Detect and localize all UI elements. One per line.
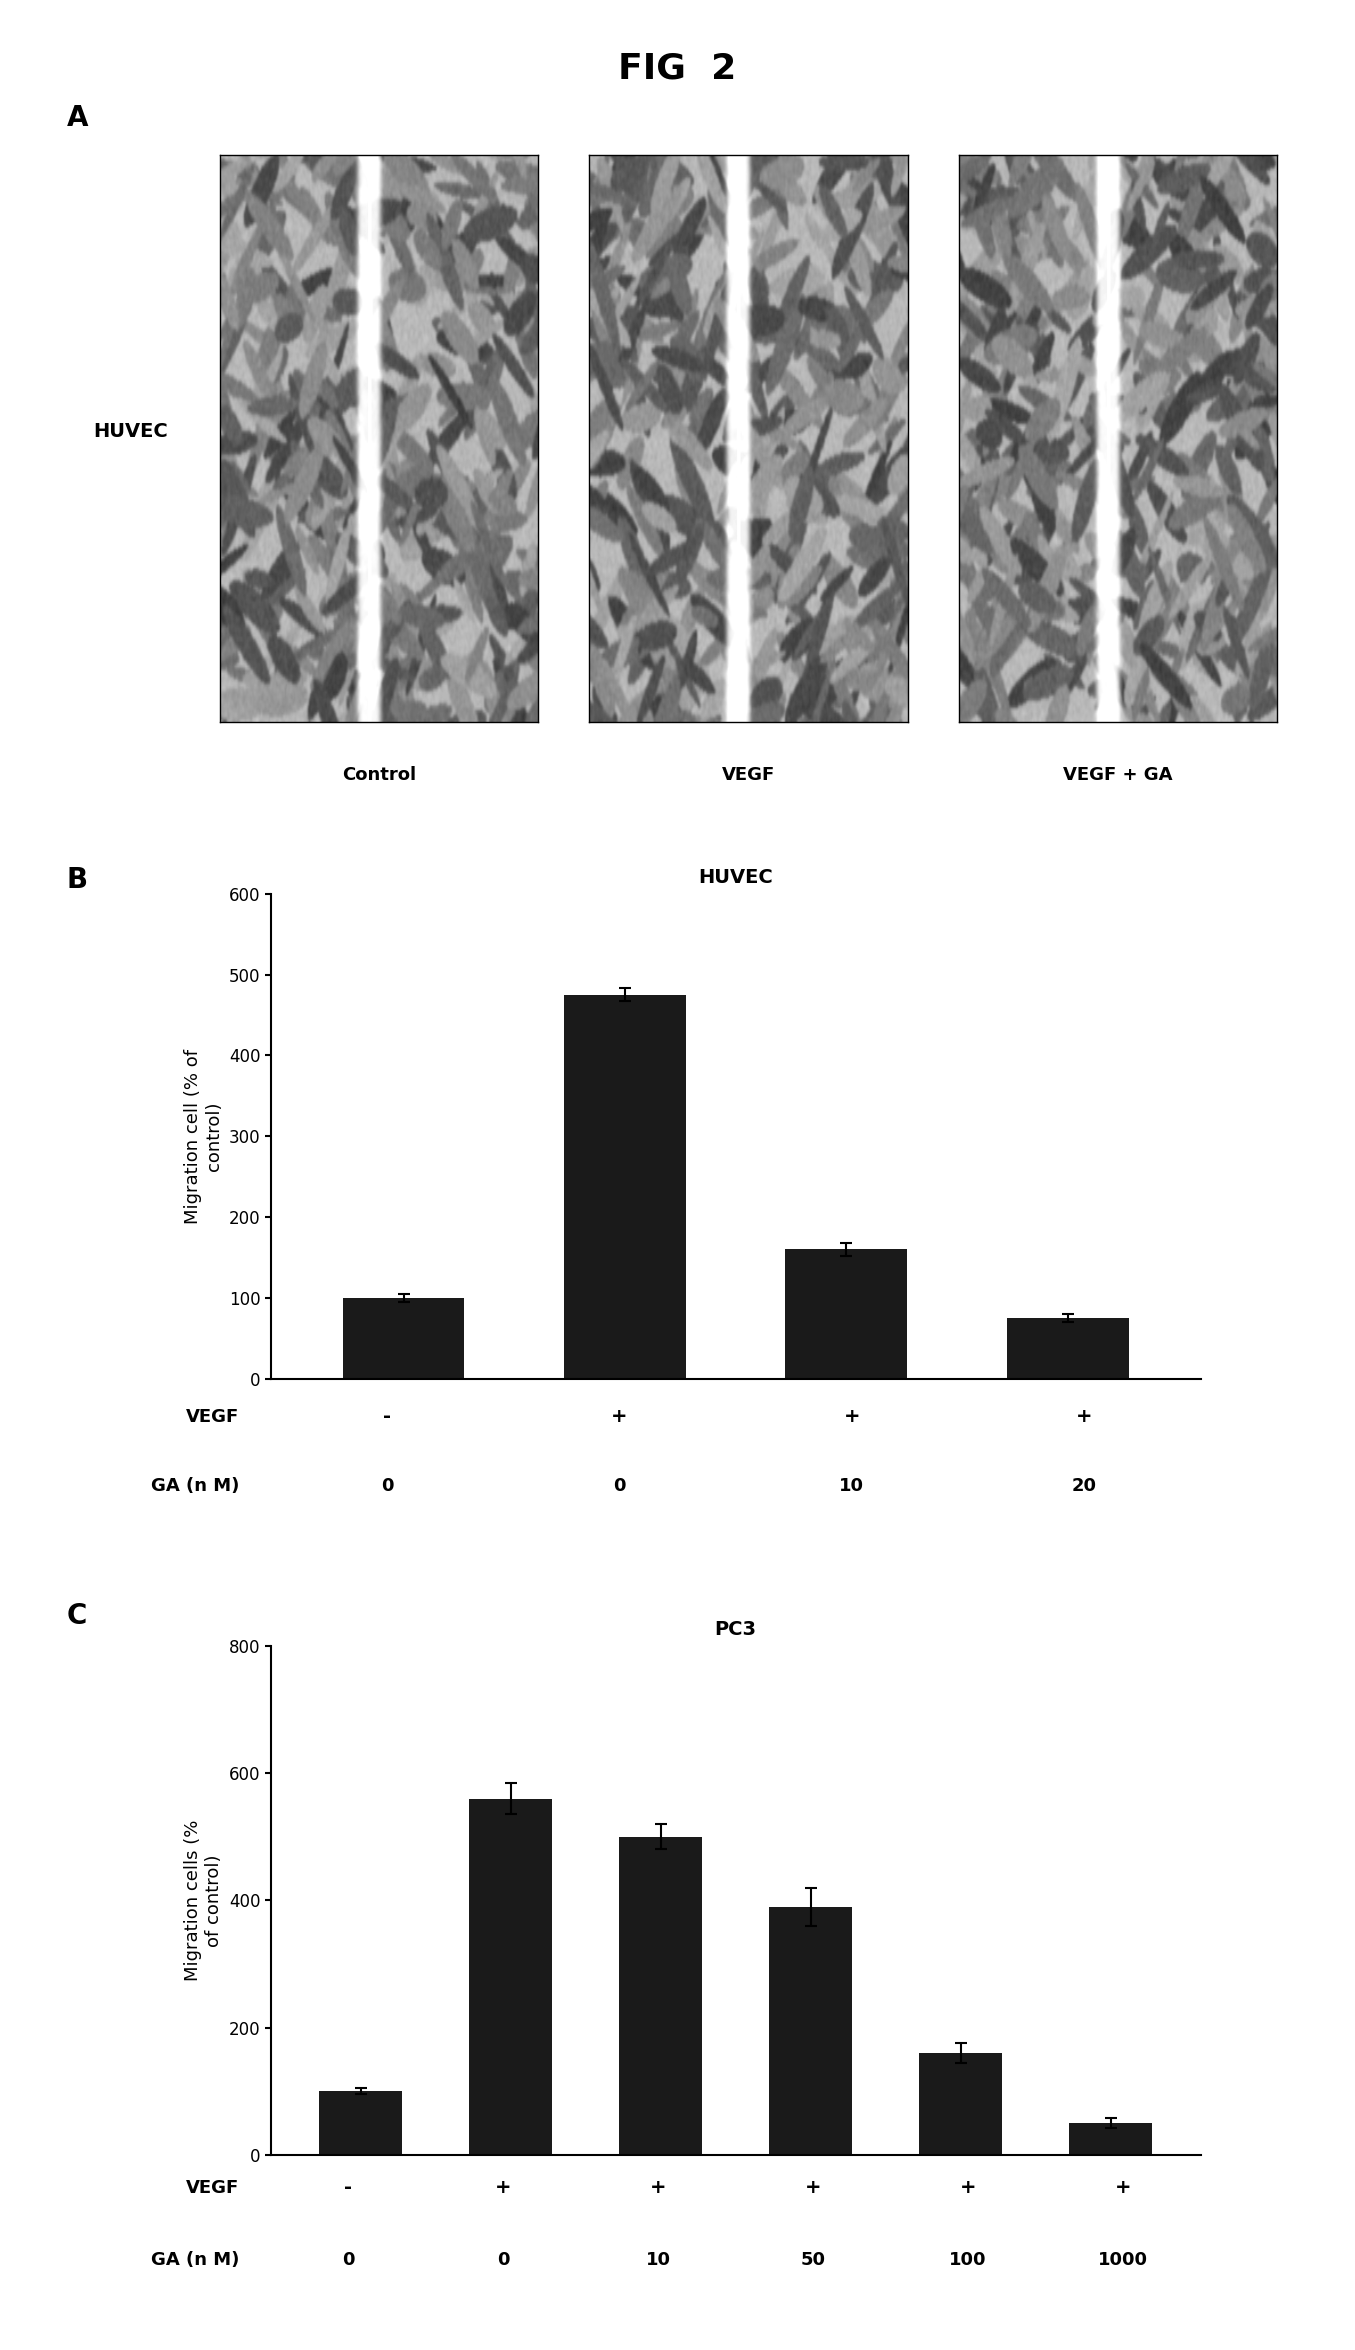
Text: 0: 0 <box>341 2251 355 2270</box>
Text: C: C <box>66 1603 87 1631</box>
Text: 0: 0 <box>381 1476 393 1495</box>
Text: VEGF: VEGF <box>186 1408 238 1426</box>
Text: GA (n M): GA (n M) <box>150 1476 238 1495</box>
Text: VEGF: VEGF <box>186 2178 238 2197</box>
Text: +: + <box>844 1408 860 1426</box>
Text: GA (n M): GA (n M) <box>150 2251 238 2270</box>
Text: +: + <box>495 2178 511 2197</box>
Text: 10: 10 <box>839 1476 864 1495</box>
Text: +: + <box>805 2178 821 2197</box>
Text: +: + <box>1076 1408 1092 1426</box>
Text: +: + <box>959 2178 977 2197</box>
Text: HUVEC: HUVEC <box>93 421 168 442</box>
Text: -: - <box>383 1408 392 1426</box>
Text: 20: 20 <box>1072 1476 1096 1495</box>
Text: +: + <box>611 1408 627 1426</box>
Text: Control: Control <box>341 766 416 783</box>
Text: B: B <box>66 867 88 893</box>
Text: 10: 10 <box>645 2251 671 2270</box>
Text: VEGF + GA: VEGF + GA <box>1062 766 1172 783</box>
Text: 0: 0 <box>614 1476 626 1495</box>
Text: A: A <box>66 103 88 132</box>
Text: -: - <box>344 2178 352 2197</box>
Text: 100: 100 <box>950 2251 986 2270</box>
Text: 50: 50 <box>801 2251 825 2270</box>
Text: +: + <box>650 2178 667 2197</box>
Text: VEGF: VEGF <box>722 766 775 783</box>
Text: 0: 0 <box>497 2251 509 2270</box>
Text: 1000: 1000 <box>1098 2251 1148 2270</box>
Text: FIG  2: FIG 2 <box>618 52 737 85</box>
Text: +: + <box>1115 2178 1131 2197</box>
